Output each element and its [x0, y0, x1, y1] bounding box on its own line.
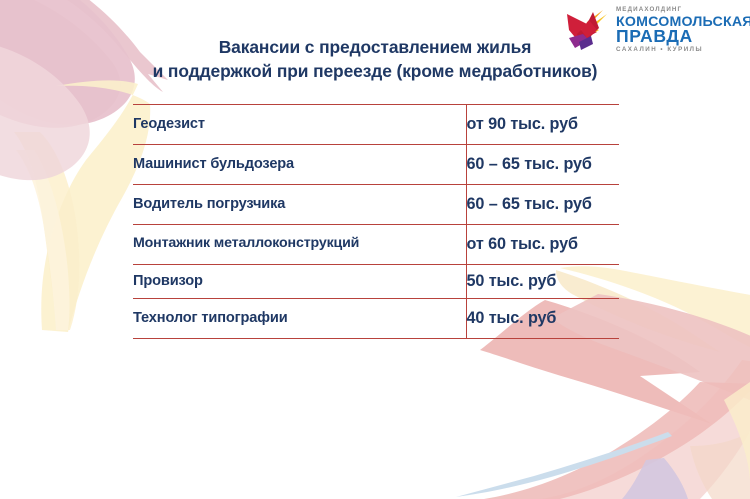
salary-cell: 60 – 65 тыс. руб	[465, 144, 619, 185]
table-row: Провизор 50 тыс. руб	[133, 264, 619, 299]
salary-cell: 40 тыс. руб	[465, 298, 619, 339]
table-row: Геодезист от 90 тыс. руб	[133, 104, 619, 145]
table-row: Монтажник металлоконструкций от 60 тыс. …	[133, 224, 619, 265]
brand-logo: МЕДИАХОЛДИНГ КОМСОМОЛЬСКАЯ ПРАВДА САХАЛИ…	[563, 4, 750, 56]
logo-kicker: МЕДИАХОЛДИНГ	[616, 5, 683, 13]
page-title-line1: Вакансии с предоставлением жилья	[218, 37, 532, 57]
page-title-line2: и поддержкой при переезде (кроме медрабо…	[152, 60, 598, 81]
salary-cell: 60 – 65 тыс. руб	[465, 184, 619, 225]
vacancies-table-body: Геодезист от 90 тыс. руб Машинист бульдо…	[133, 104, 619, 339]
job-title-cell: Монтажник металлоконструкций	[133, 224, 466, 265]
salary-cell: от 60 тыс. руб	[465, 224, 619, 265]
table-row: Водитель погрузчика 60 – 65 тыс. руб	[133, 184, 619, 225]
job-title-cell: Машинист бульдозера	[133, 144, 466, 185]
logo-name-line1: КОМСОМОЛЬСКАЯ	[616, 13, 750, 30]
vacancies-table-wrap: Геодезист от 90 тыс. руб Машинист бульдо…	[133, 104, 619, 339]
job-title-cell: Геодезист	[133, 104, 466, 145]
salary-cell: от 90 тыс. руб	[465, 104, 619, 145]
table-row: Технолог типографии 40 тыс. руб	[133, 298, 619, 339]
logo-name-line2: ПРАВДА	[616, 26, 693, 47]
table-row: Машинист бульдозера 60 – 65 тыс. руб	[133, 144, 619, 185]
job-title-cell: Водитель погрузчика	[133, 184, 466, 225]
page-title: Вакансии с предоставлением жилья и подде…	[0, 36, 750, 83]
job-title-cell: Провизор	[133, 264, 466, 299]
swallow-bird-icon	[567, 10, 607, 50]
vacancies-table: Геодезист от 90 тыс. руб Машинист бульдо…	[133, 104, 619, 339]
job-title-cell: Технолог типографии	[133, 298, 466, 339]
salary-cell: 50 тыс. руб	[465, 264, 619, 299]
logo-region: САХАЛИН • КУРИЛЫ	[616, 45, 704, 53]
